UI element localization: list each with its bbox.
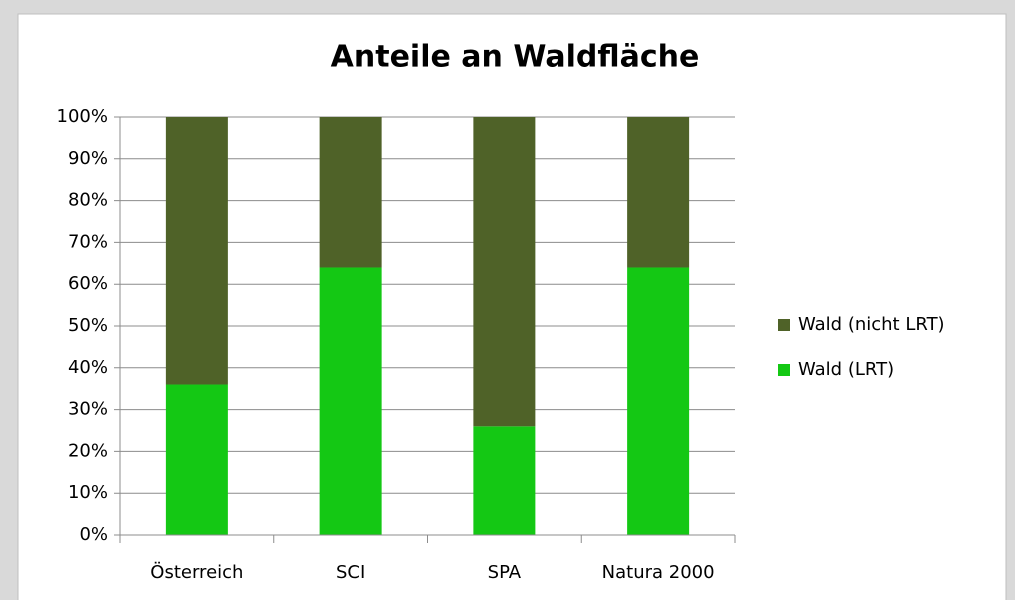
y-tick-label: 60%	[68, 273, 108, 294]
bar-segment	[165, 117, 228, 385]
bar-segment	[319, 267, 382, 535]
x-tick-label: Natura 2000	[602, 562, 715, 583]
bar-segment	[319, 117, 382, 268]
y-tick-label: 90%	[68, 148, 108, 169]
bar-segment	[473, 117, 536, 427]
chart-title: Anteile an Waldfläche	[331, 40, 700, 75]
y-tick-label: 70%	[68, 231, 108, 252]
bar-segment	[627, 267, 690, 535]
bar-segment	[473, 426, 536, 535]
y-tick-label: 20%	[68, 440, 108, 461]
bar-segment	[627, 117, 690, 268]
legend-label: Wald (nicht LRT)	[798, 314, 945, 335]
legend-swatch	[778, 319, 790, 331]
y-tick-label: 100%	[57, 106, 108, 127]
legend-swatch	[778, 364, 790, 376]
y-tick-label: 40%	[68, 357, 108, 378]
y-tick-label: 80%	[68, 190, 108, 211]
y-tick-label: 0%	[79, 524, 108, 545]
y-tick-label: 10%	[68, 482, 108, 503]
x-tick-label: SPA	[488, 562, 522, 583]
bar-segment	[165, 384, 228, 535]
legend-label: Wald (LRT)	[798, 359, 894, 380]
y-tick-label: 50%	[68, 315, 108, 336]
y-tick-label: 30%	[68, 399, 108, 420]
x-tick-label: Österreich	[150, 561, 243, 583]
x-tick-label: SCI	[336, 562, 365, 583]
